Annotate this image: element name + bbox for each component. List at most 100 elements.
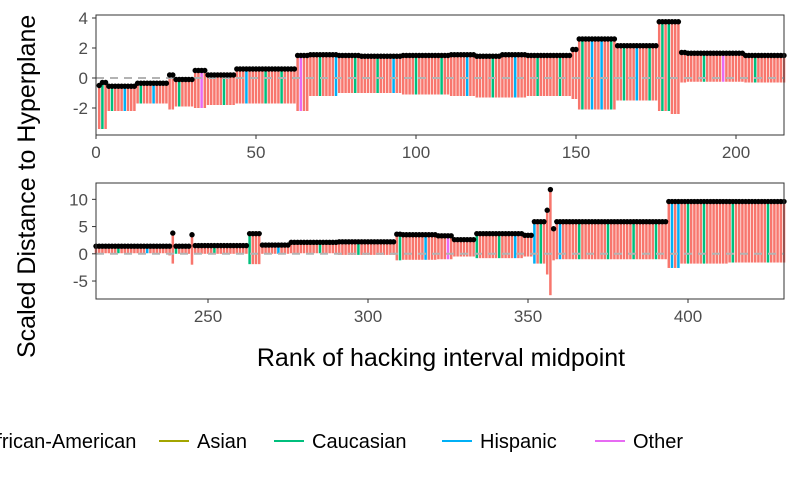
bar-rank-126 xyxy=(497,56,501,98)
bottom-bars xyxy=(94,189,786,296)
bar-rank-17 xyxy=(149,83,152,104)
point-rank-393 xyxy=(662,218,669,225)
bar-rank-217 xyxy=(101,246,104,254)
bar-rank-346 xyxy=(513,233,517,259)
bar-rank-326 xyxy=(449,235,453,260)
bar-rank-411 xyxy=(721,201,725,264)
bar-rank-395 xyxy=(670,201,674,268)
bar-rank-160 xyxy=(606,39,610,110)
bar-rank-27 xyxy=(181,79,184,107)
bar-rank-135 xyxy=(526,55,530,96)
top-x-tick-label: 50 xyxy=(247,143,266,162)
bar-rank-139 xyxy=(539,55,543,96)
bar-rank-376 xyxy=(609,221,613,260)
bar-rank-219 xyxy=(107,246,111,254)
bar-rank-360 xyxy=(558,221,562,260)
bar-rank-384 xyxy=(635,221,639,260)
bar-rank-331 xyxy=(465,239,469,257)
bar-rank-43 xyxy=(232,75,235,105)
bar-rank-389 xyxy=(651,221,655,260)
bar-rank-34 xyxy=(203,70,207,108)
bar-rank-324 xyxy=(443,235,447,260)
bar-rank-305 xyxy=(382,241,386,255)
bar-rank-425 xyxy=(766,201,770,263)
bar-rank-55 xyxy=(270,69,274,104)
bar-rank-193 xyxy=(712,53,715,82)
bar-rank-414 xyxy=(731,201,735,263)
point-rank-22 xyxy=(163,80,170,86)
bar-rank-333 xyxy=(472,239,475,257)
bar-rank-422 xyxy=(757,201,760,263)
bar-rank-350 xyxy=(526,235,530,257)
bar-rank-57 xyxy=(277,69,280,104)
point-rank-162 xyxy=(611,36,618,42)
bottom-y-tick-label: 0 xyxy=(79,245,88,264)
point-rank-333 xyxy=(470,236,477,243)
bar-rank-311 xyxy=(401,234,405,260)
bar-rank-137 xyxy=(533,55,536,96)
point-rank-356 xyxy=(544,207,550,213)
bar-rank-54 xyxy=(267,69,271,104)
bar-rank-60 xyxy=(286,69,290,104)
bar-rank-281 xyxy=(305,242,309,254)
bottom-points xyxy=(93,186,787,249)
bar-rank-45 xyxy=(238,69,242,104)
bar-rank-398 xyxy=(680,201,683,264)
top-x-tick-label: 100 xyxy=(402,143,430,162)
bar-rank-33 xyxy=(200,70,203,108)
bar-rank-207 xyxy=(757,55,760,83)
bar-rank-176 xyxy=(657,21,661,111)
bar-rank-153 xyxy=(584,39,587,110)
bar-rank-412 xyxy=(725,201,728,264)
bar-rank-187 xyxy=(693,53,696,82)
bar-rank-46 xyxy=(241,69,245,104)
point-rank-62 xyxy=(291,66,298,72)
bar-rank-401 xyxy=(689,201,693,264)
bar-rank-71 xyxy=(321,54,325,96)
bar-rank-277 xyxy=(293,242,296,254)
bar-rank-286 xyxy=(321,242,325,254)
bar-rank-103 xyxy=(424,55,427,95)
bar-rank-320 xyxy=(430,234,434,260)
bar-rank-228 xyxy=(136,246,139,254)
bar-rank-110 xyxy=(446,55,450,95)
top-x-tick-label: 200 xyxy=(722,143,750,162)
bottom-y-tick-label: 10 xyxy=(69,190,88,209)
bar-rank-26 xyxy=(177,79,181,107)
bar-rank-101 xyxy=(417,55,421,95)
point-rank-24 xyxy=(170,72,176,78)
bar-rank-285 xyxy=(318,242,322,254)
bar-rank-400 xyxy=(686,201,690,264)
bar-rank-72 xyxy=(325,54,328,96)
bar-rank-7 xyxy=(117,86,120,111)
bar-rank-106 xyxy=(433,55,437,95)
bar-rank-241 xyxy=(177,246,181,254)
bar-rank-408 xyxy=(712,201,715,264)
bar-rank-268 xyxy=(264,245,267,254)
bar-rank-107 xyxy=(437,55,440,95)
bar-rank-162 xyxy=(613,39,616,110)
bar-rank-388 xyxy=(648,221,651,260)
top-x-tick-label: 150 xyxy=(562,143,590,162)
top-points xyxy=(96,19,787,89)
bar-rank-178 xyxy=(664,21,667,111)
bar-rank-291 xyxy=(337,241,341,255)
bar-rank-155 xyxy=(590,39,594,110)
bar-rank-136 xyxy=(529,55,533,96)
bar-rank-329 xyxy=(459,239,463,257)
bar-rank-14 xyxy=(139,83,143,104)
bar-rank-300 xyxy=(366,241,370,255)
legend: African-American Asian Caucasian Hispanic Ot… xyxy=(0,431,683,453)
bar-rank-266 xyxy=(257,233,261,265)
bar-rank-214 xyxy=(779,55,783,83)
bar-rank-426 xyxy=(769,201,773,263)
bar-rank-375 xyxy=(606,221,610,260)
bar-rank-312 xyxy=(405,234,408,260)
bar-rank-399 xyxy=(683,201,687,264)
bar-rank-339 xyxy=(491,233,495,259)
bar-rank-89 xyxy=(379,56,383,93)
bar-rank-394 xyxy=(667,201,671,268)
point-rank-357 xyxy=(547,186,554,193)
bar-rank-67 xyxy=(309,54,312,96)
